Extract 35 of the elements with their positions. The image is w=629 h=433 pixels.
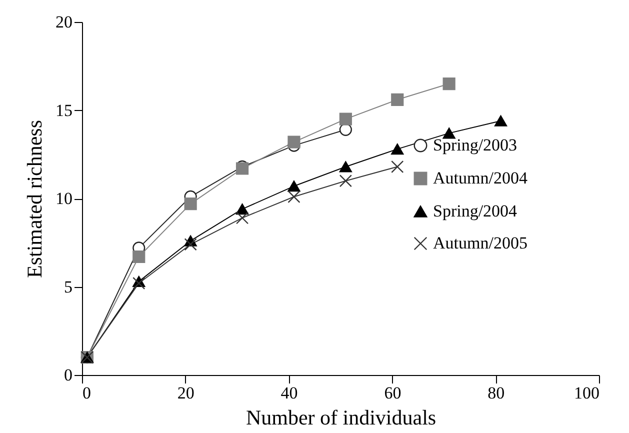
y-tick-label: 5 <box>64 277 72 296</box>
point <box>391 93 404 106</box>
point <box>391 160 404 174</box>
y-tick-label: 0 <box>64 366 72 384</box>
point <box>288 136 300 148</box>
point <box>339 112 352 126</box>
point <box>288 190 300 204</box>
point <box>236 212 249 224</box>
point <box>339 161 352 172</box>
y-tick-label: 10 <box>56 189 72 208</box>
point <box>236 204 249 215</box>
point <box>442 128 456 139</box>
point <box>132 250 146 264</box>
point <box>442 77 456 90</box>
point <box>288 180 300 192</box>
point <box>494 115 508 126</box>
x-tick-label: 20 <box>177 384 194 402</box>
y-axis-title: Estimated richness <box>22 120 46 278</box>
x-tick-label: 60 <box>384 384 402 402</box>
point <box>184 197 197 210</box>
x-tick-label: 80 <box>488 384 505 402</box>
legend-label: Autumn/2004 <box>433 168 528 188</box>
legend-label: Spring/2004 <box>433 202 518 220</box>
x-tick-label: 0 <box>82 384 91 402</box>
legend-label: Autumn/2005 <box>433 234 528 252</box>
point <box>391 144 404 155</box>
y-tick-label: 15 <box>56 100 72 120</box>
legend-label: Spring/2003 <box>433 136 518 154</box>
x-axis-title: Number of individuals <box>246 406 436 430</box>
y-tick-label: 20 <box>56 12 72 32</box>
point <box>132 276 146 290</box>
point <box>339 174 352 188</box>
x-tick-label: 40 <box>280 384 298 402</box>
x-tick-label: 100 <box>574 384 600 402</box>
point <box>184 238 197 251</box>
